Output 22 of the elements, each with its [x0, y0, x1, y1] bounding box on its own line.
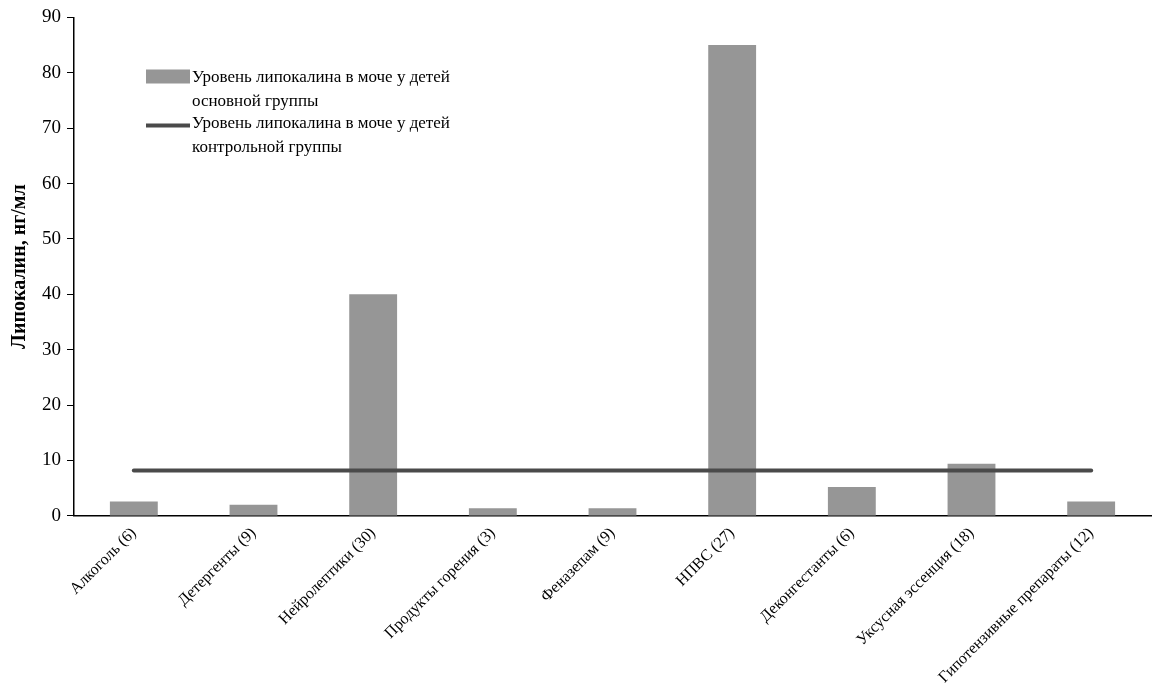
bar [349, 294, 398, 516]
y-tick-label: 50 [42, 226, 61, 248]
y-tick-label: 40 [42, 282, 61, 304]
bar [588, 508, 637, 516]
bar [708, 45, 757, 516]
y-tick-label: 0 [51, 503, 61, 525]
legend-label: Уровень липокалина в моче у детей основной группы [192, 66, 450, 110]
bar [947, 463, 996, 516]
bar [109, 501, 158, 516]
y-axis-title: Липокалин, нг/мл [7, 184, 30, 349]
bar [827, 487, 876, 516]
bar [229, 504, 278, 516]
legend-label: Уровень липокалина в моче у детей контрольной группы [192, 112, 450, 156]
y-tick-label: 70 [42, 116, 61, 138]
y-tick-label: 60 [42, 171, 61, 193]
y-tick-label: 10 [42, 448, 61, 470]
y-tick-label: 30 [42, 337, 61, 359]
y-tick-label: 80 [42, 60, 61, 82]
bar [468, 508, 517, 516]
y-tick-label: 90 [42, 5, 61, 27]
y-tick-label: 20 [42, 393, 61, 415]
bar [1067, 501, 1116, 516]
